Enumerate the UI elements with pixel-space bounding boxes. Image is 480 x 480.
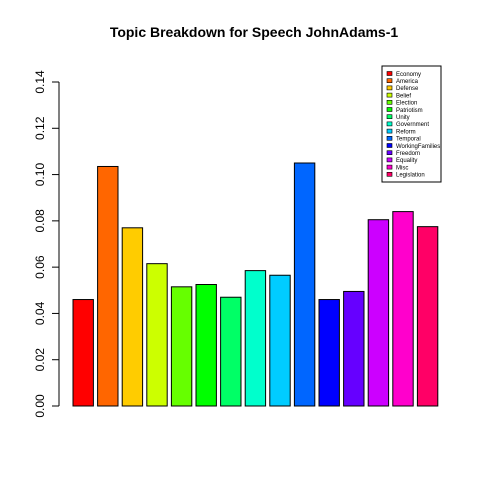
bar-election xyxy=(170,286,193,407)
legend-label: Government xyxy=(396,122,429,128)
bar-unity xyxy=(220,296,242,407)
legend-label: Belief xyxy=(396,93,411,99)
legend-label: Equality xyxy=(396,158,417,164)
bar-america xyxy=(97,165,119,407)
legend-swatch xyxy=(386,172,393,177)
bar-belief xyxy=(146,263,168,407)
y-tick-label: 0.06 xyxy=(33,255,47,279)
legend-label: Election xyxy=(396,101,417,107)
bars xyxy=(72,162,439,407)
legend-label: Temporal xyxy=(396,137,421,143)
legend-swatch xyxy=(386,164,393,170)
y-tick-label: 0.14 xyxy=(33,70,47,94)
legend-label: Unity xyxy=(396,115,410,121)
legend-swatch xyxy=(386,71,393,76)
y-axis: 0.00 0.02 0.04 0.06 0.08 0.10 0.12 0.14 xyxy=(33,70,60,418)
bar-economy xyxy=(72,299,94,407)
legend-label: WorkingFamilies xyxy=(396,144,440,150)
legend-swatch xyxy=(386,92,393,98)
y-tick-label: 0.08 xyxy=(33,209,47,233)
bar-temporal xyxy=(293,162,316,407)
y-tick-label: 0.04 xyxy=(33,301,47,325)
legend-label: Reform xyxy=(396,129,416,135)
bar-equality xyxy=(367,219,390,407)
y-tick-label: 0.02 xyxy=(33,348,47,372)
legend-swatch xyxy=(386,121,393,127)
legend-swatch xyxy=(386,143,393,148)
legend-swatch xyxy=(386,85,393,91)
y-tick-label: 0.00 xyxy=(33,394,47,418)
bar-freedom xyxy=(343,290,365,407)
legend-swatch xyxy=(386,136,393,141)
bar-patriotism xyxy=(195,284,217,407)
chart-title: Topic Breakdown for Speech JohnAdams-1 xyxy=(110,24,399,40)
legend-label: Patriotism xyxy=(396,108,423,114)
bar-workingfamilies xyxy=(318,299,340,407)
legend-swatch xyxy=(386,157,393,163)
legend-swatch xyxy=(386,78,393,83)
bar-misc xyxy=(392,211,414,407)
legend-swatch xyxy=(386,128,393,134)
legend-label: Legislation xyxy=(396,173,425,179)
y-tick-label: 0.10 xyxy=(33,163,47,187)
legend-label: America xyxy=(396,79,419,85)
bar-legislation xyxy=(416,226,439,407)
legend-label: Defense xyxy=(396,86,419,92)
legend-swatch xyxy=(386,100,393,105)
legend-label: Economy xyxy=(396,72,421,78)
legend-swatch xyxy=(386,114,393,119)
bar-defense xyxy=(121,227,144,407)
legend-swatch xyxy=(386,150,393,155)
bar-reform xyxy=(269,274,291,407)
legend-swatch xyxy=(386,107,393,112)
legend-label: Misc xyxy=(396,165,408,171)
bar-government xyxy=(244,270,267,407)
legend-label: Freedom xyxy=(396,151,420,157)
y-tick-label: 0.12 xyxy=(33,116,47,140)
